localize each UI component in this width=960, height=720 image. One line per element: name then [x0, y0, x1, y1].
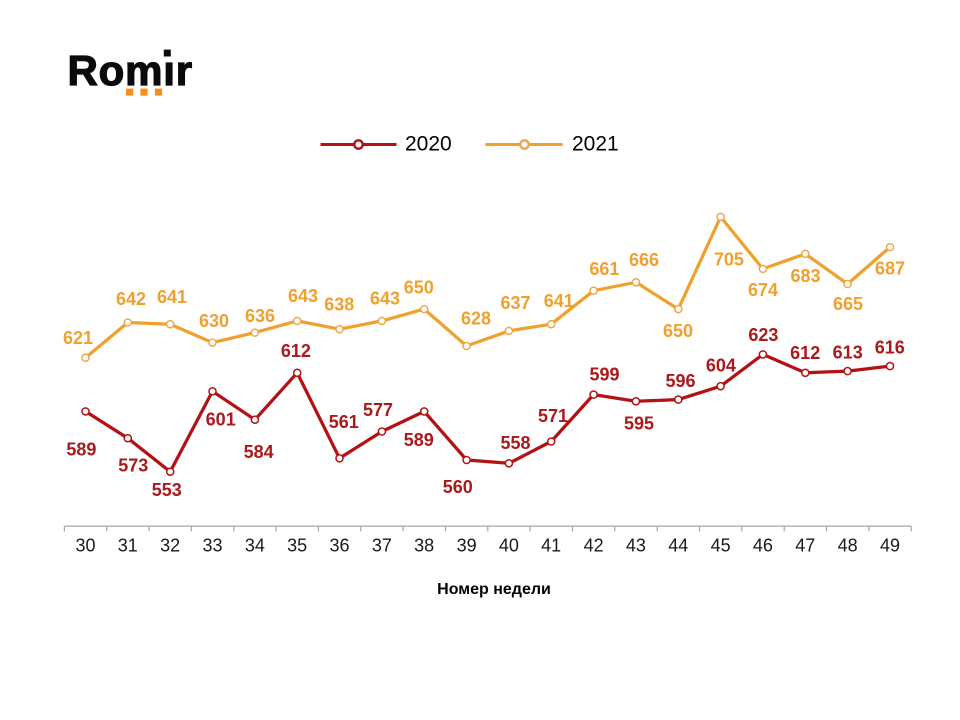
svg-text:37: 37	[372, 536, 392, 556]
svg-text:589: 589	[404, 430, 434, 450]
svg-text:642: 642	[116, 289, 146, 309]
svg-text:705: 705	[714, 250, 744, 270]
svg-text:553: 553	[152, 480, 182, 500]
svg-text:589: 589	[66, 439, 96, 459]
svg-text:674: 674	[748, 280, 778, 300]
svg-text:558: 558	[500, 433, 530, 453]
svg-text:604: 604	[706, 355, 736, 375]
svg-text:665: 665	[833, 294, 863, 314]
svg-text:666: 666	[629, 250, 659, 270]
svg-text:584: 584	[244, 442, 274, 462]
svg-text:612: 612	[281, 341, 311, 361]
svg-text:637: 637	[500, 293, 530, 313]
svg-text:641: 641	[544, 291, 574, 311]
svg-text:616: 616	[875, 338, 905, 358]
svg-text:41: 41	[541, 536, 561, 556]
svg-text:40: 40	[499, 536, 519, 556]
svg-text:650: 650	[404, 278, 434, 298]
svg-text:643: 643	[370, 289, 400, 309]
svg-text:621: 621	[63, 328, 93, 348]
svg-text:571: 571	[538, 406, 568, 426]
svg-text:599: 599	[589, 364, 619, 384]
svg-text:638: 638	[324, 295, 354, 315]
svg-text:612: 612	[790, 343, 820, 363]
svg-text:42: 42	[584, 536, 604, 556]
svg-text:630: 630	[199, 311, 229, 331]
svg-text:623: 623	[748, 325, 778, 345]
svg-text:47: 47	[795, 536, 815, 556]
svg-text:687: 687	[875, 259, 905, 279]
svg-text:48: 48	[838, 536, 858, 556]
svg-text:561: 561	[329, 412, 359, 432]
svg-text:577: 577	[363, 400, 393, 420]
svg-text:650: 650	[663, 321, 693, 341]
svg-text:636: 636	[245, 306, 275, 326]
svg-text:641: 641	[157, 287, 187, 307]
svg-text:46: 46	[753, 536, 773, 556]
svg-text:2020: 2020	[405, 133, 452, 156]
svg-text:45: 45	[711, 536, 731, 556]
svg-text:628: 628	[461, 309, 491, 329]
svg-text:49: 49	[880, 536, 900, 556]
svg-text:601: 601	[206, 410, 236, 430]
svg-text:44: 44	[668, 536, 688, 556]
svg-text:573: 573	[118, 456, 148, 476]
svg-text:643: 643	[288, 286, 318, 306]
svg-text:595: 595	[624, 414, 654, 434]
svg-text:32: 32	[160, 536, 180, 556]
svg-text:683: 683	[790, 266, 820, 286]
svg-text:613: 613	[833, 342, 863, 362]
svg-text:Номер недели: Номер недели	[437, 581, 551, 598]
svg-text:43: 43	[626, 536, 646, 556]
svg-text:38: 38	[414, 536, 434, 556]
svg-text:31: 31	[118, 536, 138, 556]
svg-text:30: 30	[75, 536, 95, 556]
svg-text:596: 596	[665, 371, 695, 391]
svg-text:661: 661	[589, 259, 619, 279]
svg-text:34: 34	[245, 536, 265, 556]
svg-text:2021: 2021	[572, 133, 619, 156]
svg-text:36: 36	[329, 536, 349, 556]
svg-text:35: 35	[287, 536, 307, 556]
svg-text:Romır: Romır	[68, 47, 193, 94]
svg-text:39: 39	[457, 536, 477, 556]
svg-text:560: 560	[443, 477, 473, 497]
svg-text:33: 33	[202, 536, 222, 556]
